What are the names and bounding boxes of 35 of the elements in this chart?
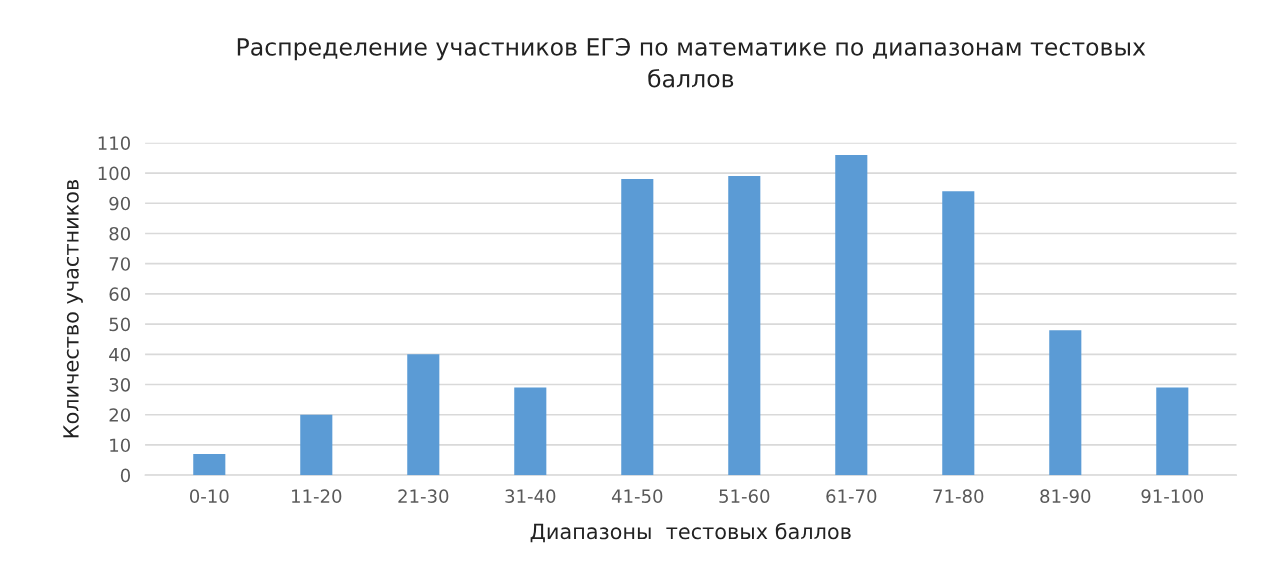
y-tick-label: 70: [109, 257, 130, 271]
x-tick-label: 11-20: [292, 489, 342, 504]
bar: [835, 154, 868, 476]
x-tick-label: 0-10: [189, 489, 229, 504]
x-tick-label: 21-30: [398, 489, 449, 504]
y-tick-label: 20: [109, 408, 130, 422]
bar: [514, 387, 547, 476]
bar: [300, 414, 333, 476]
x-tick-label: 61-70: [826, 489, 877, 504]
bar: [1156, 387, 1189, 476]
y-tick-label: 40: [109, 347, 130, 362]
y-axis-title: Количество участников: [63, 179, 83, 438]
chart-title: Распределение участников ЕГЭ по математике по диапазонам тестовых баллов: [237, 37, 1146, 88]
x-tick-label: 41-50: [611, 489, 663, 504]
x-axis-title: Диапазоны тестовых баллов: [530, 522, 851, 543]
bar: [407, 354, 440, 476]
y-tick-label: 50: [109, 317, 130, 332]
x-tick-label: 91-100: [1141, 489, 1204, 504]
bar: [942, 191, 975, 476]
y-tick-label: 100: [98, 166, 130, 181]
y-tick-label: 10: [110, 438, 130, 453]
x-tick-label: 51-60: [719, 489, 770, 504]
y-tick-label: 80: [109, 226, 130, 241]
y-tick-label: 110: [98, 136, 130, 150]
y-tick-label: 0: [120, 468, 130, 483]
bar: [193, 454, 226, 476]
bar: [1049, 330, 1082, 476]
bar: [728, 176, 761, 476]
y-tick-label: 60: [109, 287, 130, 301]
x-tick-label: 81-90: [1040, 489, 1091, 504]
x-tick-label: 71-80: [933, 489, 984, 504]
y-tick-label: 90: [109, 196, 130, 211]
y-tick-label: 30: [109, 377, 130, 392]
x-tick-label: 31-40: [505, 489, 556, 504]
bar: [621, 179, 654, 476]
